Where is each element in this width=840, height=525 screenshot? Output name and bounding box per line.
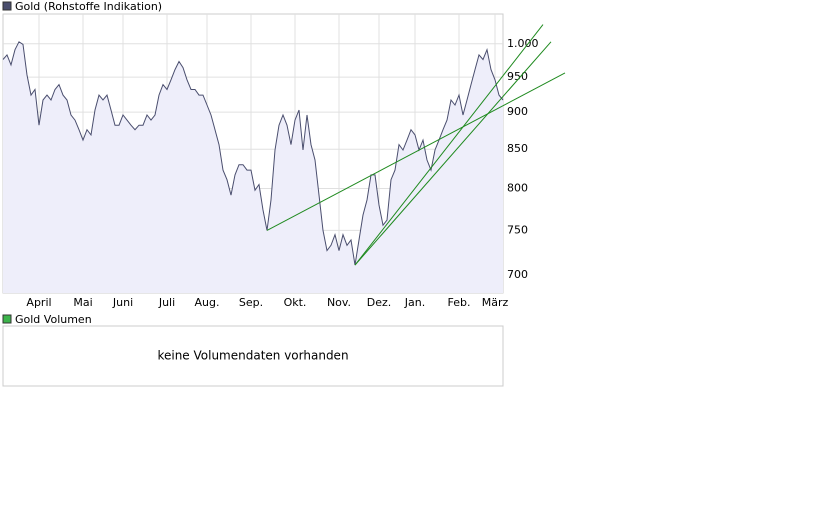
trendline	[354, 24, 544, 266]
x-tick-label: Nov.	[327, 296, 351, 309]
x-tick-label: Aug.	[195, 296, 220, 309]
legend-label: Gold Volumen	[15, 313, 92, 326]
legend-swatch	[2, 1, 12, 11]
legend-label: Gold (Rohstoffe Indikation)	[15, 0, 162, 13]
x-tick-label: April	[26, 296, 51, 309]
x-tick-label: Jan.	[404, 296, 425, 309]
x-tick-label: Mai	[73, 296, 92, 309]
x-tick-label: Juli	[158, 296, 175, 309]
x-tick-label: Dez.	[367, 296, 392, 309]
trendline	[354, 41, 552, 266]
x-tick-label: Okt.	[284, 296, 307, 309]
volume-panel	[2, 325, 504, 387]
legend-swatch	[2, 314, 12, 324]
x-tick-label: Juni	[112, 296, 133, 309]
trendline	[266, 72, 566, 231]
y-tick-label: 750	[507, 223, 528, 236]
y-tick-label: 700	[507, 268, 528, 281]
x-tick-label: März	[482, 296, 509, 309]
y-tick-label: 850	[507, 142, 528, 155]
area	[3, 41, 503, 293]
y-tick-label: 1.000	[507, 37, 539, 50]
x-tick-label: Sep.	[239, 296, 263, 309]
y-tick-label: 900	[507, 105, 528, 118]
x-tick-label: Feb.	[448, 296, 471, 309]
y-tick-label: 800	[507, 182, 528, 195]
volume-message: keine Volumendaten vorhanden	[157, 349, 348, 363]
line	[2, 41, 504, 266]
